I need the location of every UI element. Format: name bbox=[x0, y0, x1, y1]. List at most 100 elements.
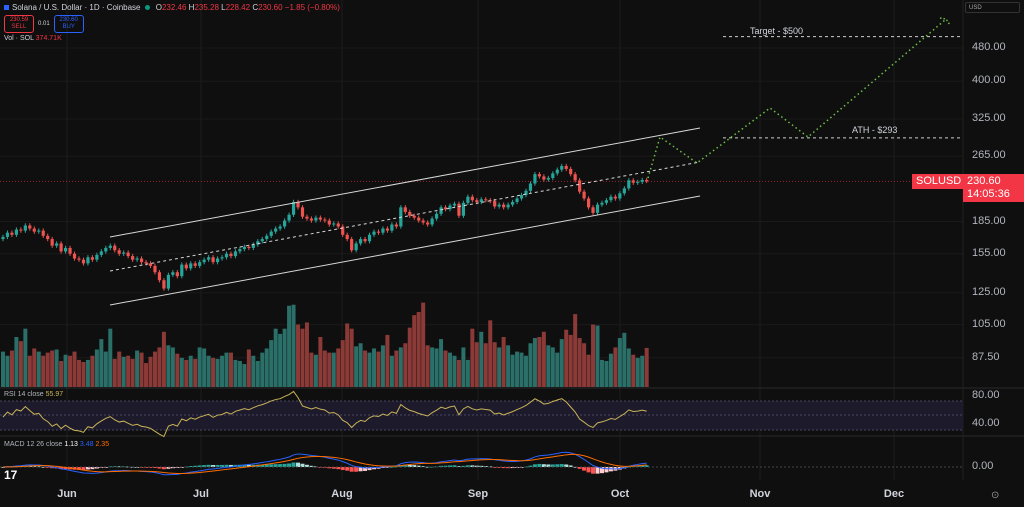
volume-bar bbox=[179, 357, 184, 387]
macd-signal-line bbox=[2, 453, 647, 475]
candle-body bbox=[461, 202, 466, 216]
macd-histogram-bar bbox=[363, 467, 368, 471]
symbol-title[interactable]: Solana / U.S. Dollar · 1D · Coinbase bbox=[12, 3, 141, 12]
volume-bar bbox=[403, 343, 408, 387]
time-axis-label: Jul bbox=[193, 488, 209, 500]
volume-bar bbox=[479, 331, 484, 387]
candle-body bbox=[551, 173, 555, 178]
candle-body bbox=[108, 245, 112, 248]
buy-label: BUY bbox=[62, 24, 75, 30]
candle-body bbox=[37, 230, 41, 232]
candle-body bbox=[207, 257, 211, 260]
candle-body bbox=[144, 262, 148, 264]
candle-body bbox=[640, 179, 644, 182]
macd-histogram-bar bbox=[644, 465, 649, 467]
tradingview-logo[interactable]: ⁠17 bbox=[4, 468, 18, 482]
macd-histogram-bar bbox=[282, 463, 287, 467]
volume-bar bbox=[296, 324, 301, 387]
settings-icon[interactable]: ⊙ bbox=[991, 490, 1000, 501]
macd-histogram-bar bbox=[76, 467, 81, 470]
projection-path bbox=[647, 19, 946, 179]
candle-body bbox=[560, 165, 564, 170]
candle-body bbox=[305, 216, 309, 219]
volume-bar bbox=[443, 350, 448, 387]
macd-histogram-bar bbox=[497, 467, 502, 468]
macd-histogram-bar bbox=[309, 465, 314, 467]
candle-body bbox=[448, 205, 452, 210]
candle-body bbox=[417, 217, 421, 221]
volume-bar bbox=[622, 332, 627, 387]
volume-bar bbox=[50, 350, 55, 387]
macd-histogram-bar bbox=[296, 462, 301, 467]
candle-body bbox=[408, 211, 412, 216]
sell-button[interactable]: 230.59 SELL bbox=[4, 15, 34, 33]
macd-histogram-bar bbox=[90, 467, 95, 470]
macd-histogram-bar bbox=[537, 463, 542, 467]
candle-body bbox=[32, 228, 36, 232]
candle-body bbox=[309, 218, 314, 221]
candle-body bbox=[403, 207, 407, 212]
volume-bar bbox=[421, 302, 426, 387]
macd-histogram-bar bbox=[532, 464, 537, 467]
volume-bar bbox=[465, 359, 470, 387]
candle-body bbox=[274, 228, 278, 232]
volume-bar bbox=[354, 346, 359, 387]
volume-bar bbox=[523, 355, 528, 387]
macd-histogram-bar bbox=[94, 467, 99, 469]
volume-bar bbox=[501, 337, 506, 387]
volume-bar bbox=[626, 348, 631, 387]
macd-histogram-bar bbox=[425, 466, 430, 468]
candle-body bbox=[59, 243, 63, 252]
volume-bar bbox=[394, 350, 399, 387]
candle-body bbox=[50, 239, 54, 246]
candle-body bbox=[613, 196, 617, 199]
volume-bar bbox=[488, 320, 493, 387]
candle-body bbox=[99, 251, 103, 255]
candle-body bbox=[555, 169, 559, 174]
candle-body bbox=[519, 195, 524, 199]
macd-histogram-bar bbox=[269, 464, 274, 467]
price-axis-label: 155.00 bbox=[972, 246, 1006, 259]
macd-histogram-bar bbox=[595, 467, 600, 474]
time-axis-label: Dec bbox=[883, 488, 905, 500]
volume-bar bbox=[36, 351, 41, 387]
candle-body bbox=[95, 254, 99, 260]
candle-body bbox=[573, 174, 577, 181]
candle-body bbox=[631, 180, 635, 183]
macd-histogram-bar bbox=[380, 467, 385, 468]
macd-histogram-bar bbox=[559, 464, 564, 467]
volume-bar bbox=[573, 314, 578, 387]
candle-body bbox=[372, 231, 376, 235]
candle-body bbox=[113, 245, 117, 251]
volume-bar bbox=[492, 342, 497, 387]
macd-histogram-bar bbox=[161, 467, 166, 470]
macd-histogram-bar bbox=[197, 465, 202, 467]
volume-bar bbox=[541, 331, 546, 387]
volume-bar bbox=[18, 341, 23, 387]
volume-bar bbox=[506, 345, 511, 387]
volume-bar bbox=[103, 351, 108, 387]
macd-histogram-bar bbox=[166, 467, 171, 469]
macd-histogram-bar bbox=[1, 467, 5, 468]
macd-histogram-bar bbox=[170, 467, 175, 469]
candle-body bbox=[198, 262, 202, 266]
volume-bar bbox=[152, 351, 157, 387]
candle-body bbox=[260, 239, 264, 242]
volume-bar bbox=[559, 339, 564, 387]
volume-bar bbox=[94, 349, 99, 387]
volume-legend: Vol · SOL 374.71K bbox=[4, 35, 62, 42]
macd-label: MACD 12 26 close bbox=[4, 441, 63, 448]
macd-histogram-bar bbox=[506, 467, 511, 469]
candle-body bbox=[157, 272, 162, 281]
candle-body bbox=[645, 179, 649, 182]
candle-body bbox=[122, 252, 126, 254]
candle-body bbox=[412, 215, 416, 218]
buy-button[interactable]: 230.60 BUY bbox=[53, 15, 84, 33]
candle-body bbox=[618, 193, 622, 199]
currency-select[interactable]: USD bbox=[965, 2, 1020, 13]
candle-body bbox=[189, 263, 193, 269]
macd-histogram-bar bbox=[555, 464, 560, 467]
volume-bar bbox=[68, 355, 73, 387]
candle-body bbox=[139, 258, 144, 263]
